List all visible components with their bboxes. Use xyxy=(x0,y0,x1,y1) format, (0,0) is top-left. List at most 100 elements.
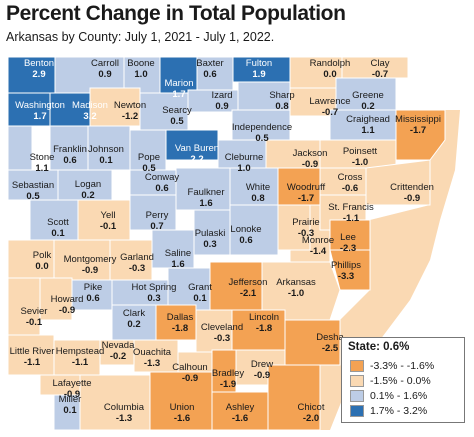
county-value-label: -2.1 xyxy=(240,288,257,299)
county-name-label: Monroe xyxy=(302,235,334,246)
county-value-label: 0.9 xyxy=(215,101,228,112)
county-value-label: 1.0 xyxy=(134,69,147,80)
county-name-label: Grant xyxy=(188,282,212,293)
county-value-label: -0.1 xyxy=(26,317,43,328)
county-value-label: 0.8 xyxy=(275,101,288,112)
legend-label: -3.3% - -1.6% xyxy=(370,360,435,372)
county-name-label: Ashley xyxy=(226,402,255,413)
county-value-label: 1.0 xyxy=(237,163,250,174)
county-name-label: Faulkner xyxy=(188,187,225,198)
county-name-label: Lonoke xyxy=(230,224,261,235)
county-value-label: 0.7 xyxy=(150,221,163,232)
county-value-label: 3.2 xyxy=(83,111,96,122)
county-value-label: 1.1 xyxy=(35,163,49,174)
county-value-label: -1.1 xyxy=(72,357,89,368)
county-name-label: Yell xyxy=(101,210,116,221)
county-value-label: -0.6 xyxy=(342,183,358,194)
county-value-label: -1.6 xyxy=(232,413,248,424)
county-value-label: 0.2 xyxy=(127,319,140,330)
county-name-label: Hot Spring xyxy=(132,282,177,293)
county-name-label: Greene xyxy=(352,90,384,101)
county-name-label: Woodruff xyxy=(287,182,326,193)
legend-item: -1.5% - 0.0% xyxy=(350,374,431,388)
county-phillips xyxy=(329,249,371,291)
county-name-label: Saline xyxy=(165,248,191,259)
county-name-label: Van Buren xyxy=(175,143,219,154)
county-value-label: 0.2 xyxy=(361,101,374,112)
county-value-label: -0.9 xyxy=(182,373,198,384)
county-value-label: -2.3 xyxy=(340,243,356,254)
county-name-label: White xyxy=(246,182,270,193)
county-value-label: 0.6 xyxy=(239,235,252,246)
county-name-label: Calhoun xyxy=(172,362,207,373)
legend-label: 0.1% - 1.6% xyxy=(370,390,428,402)
county-value-label: 1.7 xyxy=(33,111,46,122)
county-value-label: -1.0 xyxy=(352,157,368,168)
county-name-label: Miller xyxy=(59,394,82,405)
county-value-label: -1.3 xyxy=(144,358,160,369)
county-name-label: Cross xyxy=(338,172,363,183)
county-name-label: Franklin xyxy=(53,144,87,155)
county-value-label: 0.9 xyxy=(98,69,111,80)
county-value-label: 0.6 xyxy=(203,69,216,80)
county-name-label: Searcy xyxy=(162,105,192,116)
county-value-label: 0.6 xyxy=(63,155,76,166)
county-value-label: 0.6 xyxy=(86,293,99,304)
county-name-label: Jefferson xyxy=(229,277,268,288)
county-name-label: Little River xyxy=(10,346,55,357)
legend-item: 1.7% - 3.2% xyxy=(350,404,427,418)
legend-swatch-orange xyxy=(350,360,364,372)
county-value-label: 0.5 xyxy=(255,133,269,144)
county-name-label: Randolph xyxy=(310,58,351,69)
county-value-label: 0.0 xyxy=(323,69,336,80)
legend-swatch-tan xyxy=(350,375,364,387)
county-name-label: Bradley xyxy=(212,368,244,379)
county-name-label: Phillips xyxy=(331,260,361,271)
county-name-label: Johnson xyxy=(88,144,124,155)
county-value-label: 0.3 xyxy=(147,293,160,304)
county-name-label: Chicot xyxy=(298,402,325,413)
county-name-label: Newton xyxy=(114,100,146,111)
county-name-label: Pike xyxy=(84,282,102,293)
county-value-label: -0.1 xyxy=(100,221,117,232)
legend-swatch-lightblue xyxy=(350,390,364,402)
county-name-label: Sevier xyxy=(21,306,48,317)
county-name-label: Clay xyxy=(370,58,389,69)
county-value-label: 0.5 xyxy=(142,163,156,174)
county-name-label: Lafayette xyxy=(52,378,91,389)
county-value-label: -0.9 xyxy=(302,159,318,170)
county-value-label: -0.7 xyxy=(322,107,338,118)
county-name-label: Lee xyxy=(340,232,356,243)
county-value-label: 1.7 xyxy=(172,89,185,100)
county-value-label: 0.5 xyxy=(26,191,40,202)
county-name-label: Montgomery xyxy=(64,254,117,265)
county-name-label: Union xyxy=(170,402,195,413)
county-value-label: -0.9 xyxy=(254,370,270,381)
county-name-label: Desha xyxy=(316,332,344,343)
county-value-label: -1.2 xyxy=(122,111,138,122)
county-name-label: Poinsett xyxy=(343,146,378,157)
legend-item: -3.3% - -1.6% xyxy=(350,359,434,373)
county-crittenden xyxy=(365,159,431,206)
county-value-label: 1.6 xyxy=(199,198,212,209)
county-name-label: Madison xyxy=(72,100,108,111)
county-value-label: -0.9 xyxy=(64,389,80,400)
legend-title: State: 0.6% xyxy=(348,341,410,353)
county-value-label: -3.3 xyxy=(338,271,354,282)
county-value-label: -1.6 xyxy=(174,413,190,424)
county-value-label: -1.3 xyxy=(116,413,132,424)
county-name-label: Drew xyxy=(251,359,273,370)
county-stone xyxy=(7,125,33,171)
county-value-label: -1.8 xyxy=(256,323,272,334)
county-value-label: 0.6 xyxy=(155,183,168,194)
county-name-label: Marion xyxy=(164,78,193,89)
county-value-label: 0.2 xyxy=(81,190,94,201)
county-value-label: 0.5 xyxy=(170,116,184,127)
county-name-label: Boone xyxy=(127,58,154,69)
county-name-label: Arkansas xyxy=(276,277,316,288)
county-value-label: 0.1 xyxy=(63,405,77,416)
county-value-label: 0.1 xyxy=(99,155,113,166)
county-name-label: Dallas xyxy=(167,312,194,323)
county-name-label: Lawrence xyxy=(309,96,350,107)
